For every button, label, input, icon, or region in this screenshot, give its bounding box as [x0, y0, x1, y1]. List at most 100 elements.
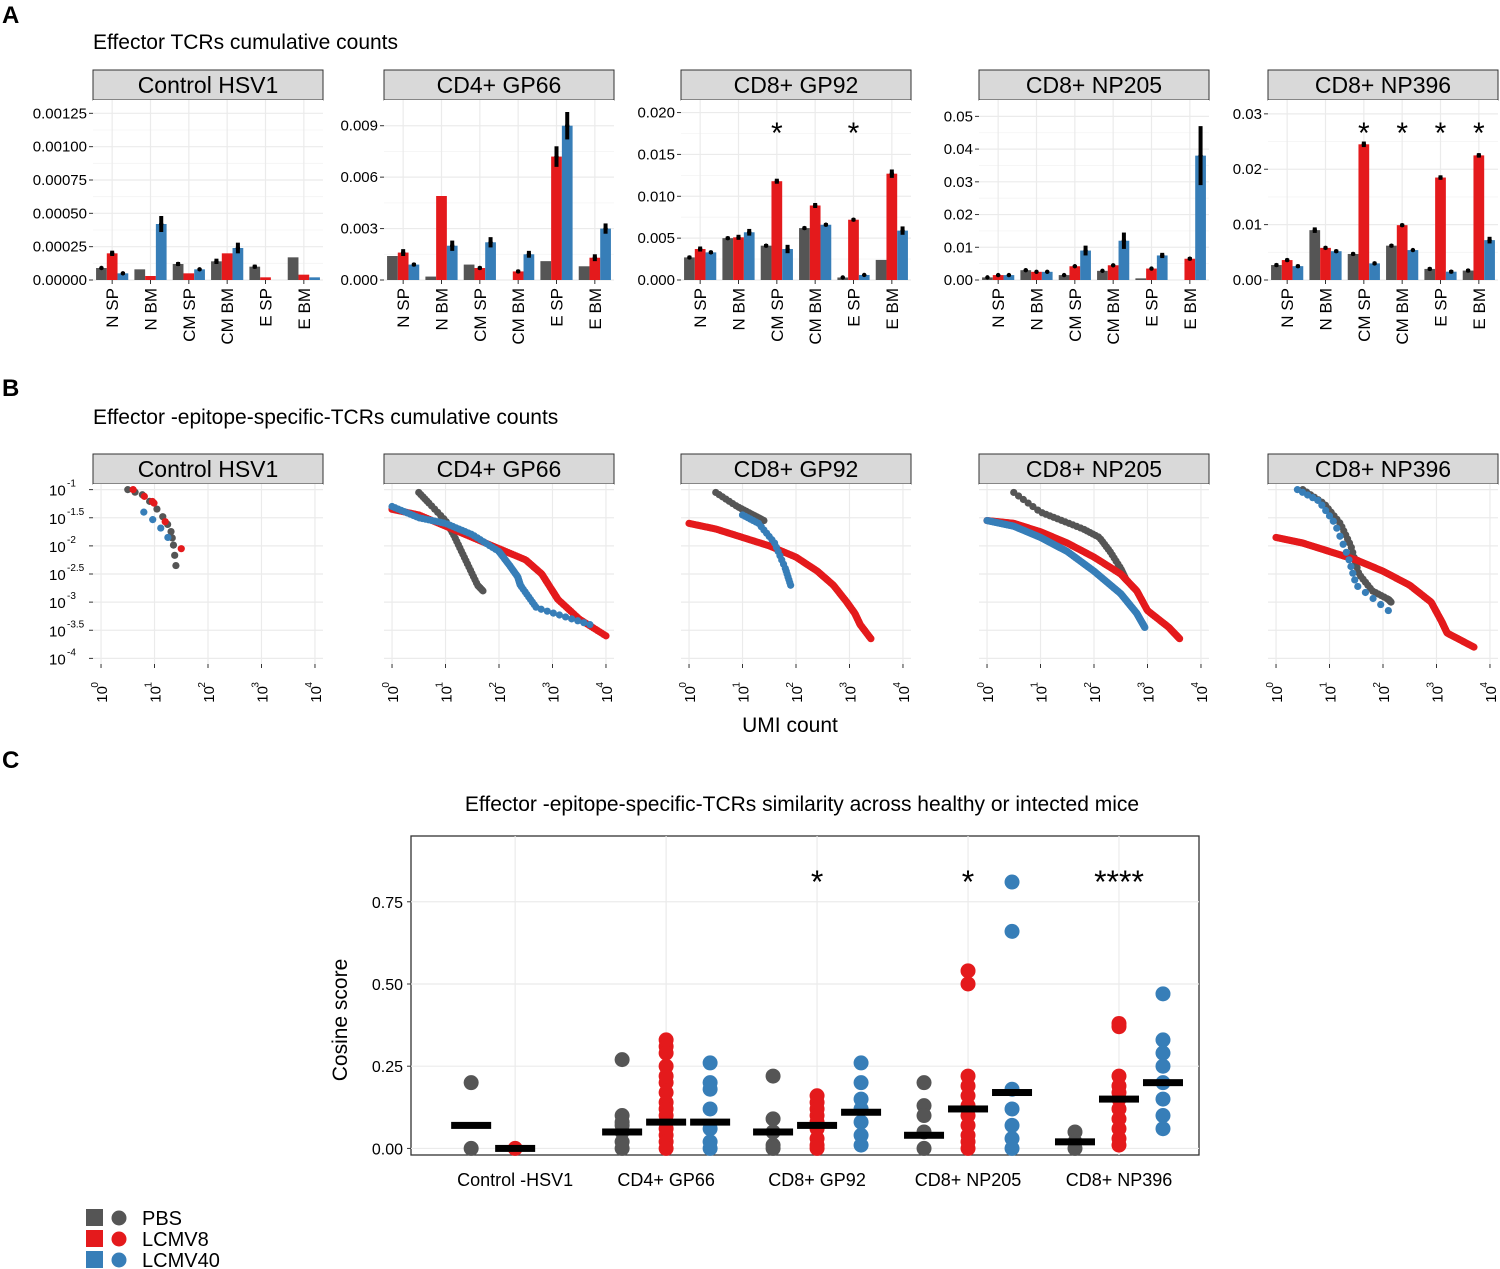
bar-lcmv8	[694, 249, 706, 280]
error-point	[411, 262, 417, 267]
error-point	[159, 221, 164, 227]
point-lcmv40	[568, 615, 576, 623]
y-tick-label: 0.25	[372, 1059, 403, 1076]
bar-lcmv40	[1445, 271, 1457, 280]
y-tick-exponent: -2.5	[67, 563, 85, 574]
x-tick-label: 102	[1372, 682, 1393, 703]
y-tick-base: 10	[49, 595, 66, 612]
bar-pbs	[211, 261, 222, 280]
y-tick-label: 0.04	[944, 141, 973, 158]
bar-pbs	[1271, 265, 1282, 280]
bar-lcmv40	[446, 245, 458, 280]
point-lcmv40	[140, 508, 148, 516]
x-tick-base: 10	[980, 686, 997, 703]
bar-pbs	[1347, 253, 1359, 280]
point-lcmv8	[177, 545, 185, 553]
point-lcmv8	[867, 635, 875, 643]
panel-c-ylabel: Cosine score	[329, 959, 352, 1082]
error-point	[802, 225, 807, 231]
facet-title: Control HSV1	[138, 456, 279, 482]
point-lcmv40	[1155, 1058, 1171, 1074]
x-tick-label: 104	[1190, 682, 1211, 703]
y-tick-label: 0.50	[372, 977, 403, 994]
error-point	[725, 235, 730, 241]
x-tick-base: 10	[896, 686, 913, 703]
x-tick-exponent: 0	[976, 682, 987, 688]
point-lcmv40	[543, 607, 551, 615]
bar-lcmv8	[1435, 177, 1446, 280]
x-tick-exponent: 4	[304, 682, 315, 688]
x-tick-exponent: 1	[1030, 682, 1041, 688]
bar-lcmv8	[1069, 266, 1081, 280]
significance-star: *	[848, 117, 860, 150]
bar-lcmv40	[523, 254, 535, 280]
point-lcmv40	[1339, 540, 1347, 548]
bar-lcmv40	[309, 277, 320, 280]
error-point	[477, 265, 483, 271]
error-point	[1006, 272, 1012, 278]
x-tick-label: 102	[488, 682, 509, 703]
point-pbs	[765, 1140, 781, 1156]
x-tick-exponent: 1	[732, 682, 743, 688]
x-tick-label: CD8+ NP396	[1066, 1170, 1173, 1190]
y-tick-label: 0.75	[372, 895, 403, 912]
facet-strip	[1267, 453, 1499, 485]
point-lcmv40	[1336, 532, 1344, 540]
x-tick-label: 102	[785, 682, 806, 703]
error-point	[862, 272, 867, 278]
x-tick-base: 10	[736, 686, 753, 703]
panel-label-a: A	[2, 2, 19, 29]
error-point	[1350, 251, 1356, 257]
error-point	[1372, 261, 1377, 266]
point-lcmv40	[1004, 1101, 1020, 1117]
point-lcmv40	[1155, 986, 1171, 1002]
point-lcmv40	[1004, 1140, 1020, 1156]
x-tick-label: 104	[1479, 682, 1500, 703]
y-tick-exponent: -1.5	[67, 507, 85, 518]
x-tick-exponent: 3	[838, 682, 849, 688]
x-tick-exponent: 2	[488, 682, 499, 688]
median-bar-pbs	[451, 1121, 492, 1129]
x-tick-label: E SP	[1143, 288, 1162, 327]
bar-lcmv8	[106, 253, 118, 280]
bar-lcmv40	[782, 249, 793, 280]
x-tick-label: N SP	[103, 288, 122, 328]
bar-lcmv40	[561, 125, 573, 280]
point-lcmv40	[1155, 1121, 1171, 1137]
bar-lcmv40	[743, 232, 755, 280]
x-tick-base: 10	[1194, 686, 1211, 703]
error-point	[1160, 253, 1165, 258]
point-pbs	[463, 1075, 479, 1091]
x-tick-label: 101	[435, 682, 456, 703]
y-tick-exponent: -2	[67, 535, 76, 546]
x-tick-label: E BM	[1470, 288, 1489, 330]
error-point	[1072, 264, 1078, 269]
error-point	[1465, 268, 1471, 273]
error-point	[697, 246, 703, 252]
bar-lcmv40	[1292, 266, 1304, 280]
point-lcmv40	[1361, 588, 1370, 597]
point-lcmv8	[140, 492, 148, 500]
x-tick-label: N SP	[691, 288, 710, 328]
error-point	[1449, 269, 1454, 274]
x-tick-base: 10	[1323, 686, 1340, 703]
y-tick-exponent: -3.5	[67, 619, 85, 630]
error-point	[747, 230, 752, 235]
x-tick-exponent: 2	[1372, 682, 1383, 688]
bar-lcmv40	[1080, 250, 1091, 280]
plot-area	[384, 100, 614, 280]
x-tick-label: 103	[541, 682, 562, 703]
point-lcmv40	[1155, 1091, 1171, 1107]
legend-dot-lcmv40	[111, 1252, 127, 1268]
significance-star: ****	[1094, 864, 1144, 900]
point-lcmv40	[1384, 606, 1392, 615]
y-tick-label: 0.00	[944, 272, 973, 289]
error-point	[736, 235, 741, 240]
x-tick-label: 101	[144, 682, 165, 703]
x-tick-label: CM BM	[806, 288, 825, 345]
x-tick-label: E BM	[295, 288, 314, 330]
bar-lcmv40	[705, 252, 717, 280]
